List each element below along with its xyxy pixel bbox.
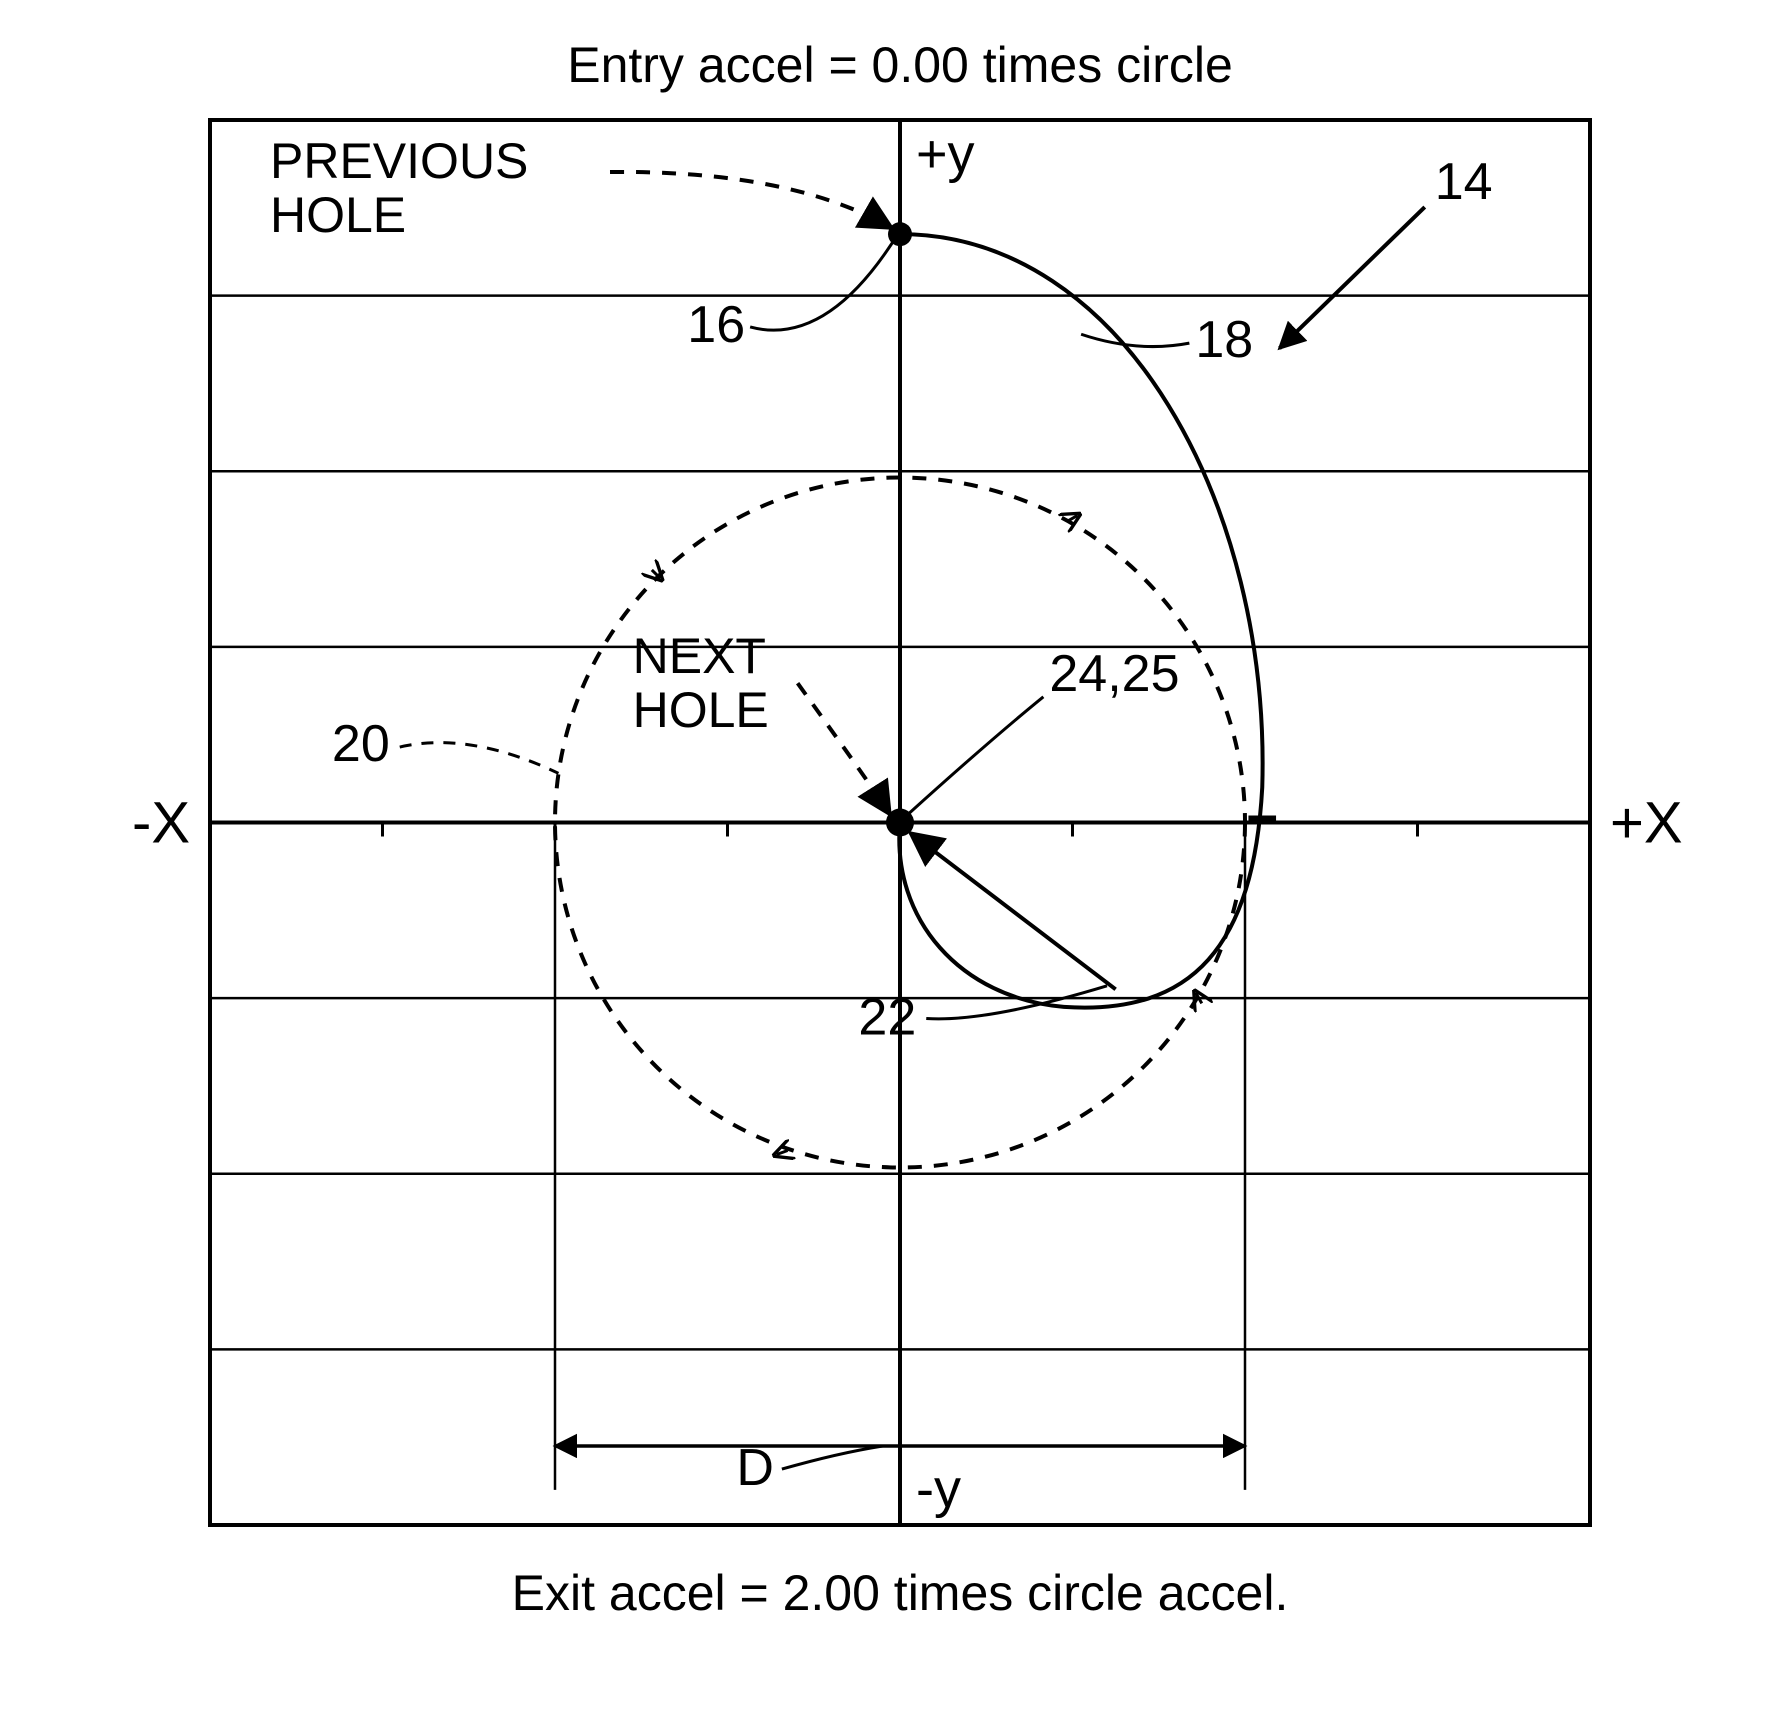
ref-16-leader <box>750 240 894 330</box>
figure-svg: PREVIOUSHOLENEXTHOLE141618202224,25D Ent… <box>0 0 1783 1715</box>
next-hole-arrow <box>798 683 890 814</box>
ref-22-arrow <box>910 833 1115 989</box>
plot-area: PREVIOUSHOLENEXTHOLE141618202224,25D <box>210 120 1590 1525</box>
ref-22-leader <box>926 986 1107 1019</box>
ref-D-label: D <box>736 1439 774 1497</box>
axis-label-pos-y: +y <box>916 124 975 184</box>
axis-label-pos-x: +X <box>1610 791 1683 856</box>
ref-18-leader <box>1081 334 1189 346</box>
axis-label-neg-x: -X <box>132 791 190 856</box>
axis-label-neg-y: -y <box>916 1459 961 1519</box>
ref-22-label: 22 <box>858 988 916 1046</box>
ref-18-label: 18 <box>1195 311 1253 369</box>
ref-14-arrow <box>1280 207 1425 348</box>
ref-20-leader <box>400 743 559 774</box>
direction-arrow <box>1067 515 1077 521</box>
title-bottom: Exit accel = 2.00 times circle accel. <box>512 1565 1289 1621</box>
previous-hole-arrow <box>610 172 892 228</box>
ref-D-leader <box>782 1446 883 1469</box>
ref-20-label: 20 <box>332 715 390 773</box>
ref-2425-leader <box>909 697 1044 814</box>
ref-2425-label: 24,25 <box>1049 645 1179 703</box>
next-hole-label: NEXT <box>633 628 766 684</box>
title-top: Entry accel = 0.00 times circle <box>567 37 1233 93</box>
direction-arrow <box>776 1151 787 1155</box>
ref-16-label: 16 <box>687 296 745 354</box>
next-hole-label: HOLE <box>633 682 769 738</box>
previous-hole-label: HOLE <box>270 187 406 243</box>
previous-hole-label: PREVIOUS <box>270 133 528 189</box>
ref-14-label: 14 <box>1435 153 1493 211</box>
